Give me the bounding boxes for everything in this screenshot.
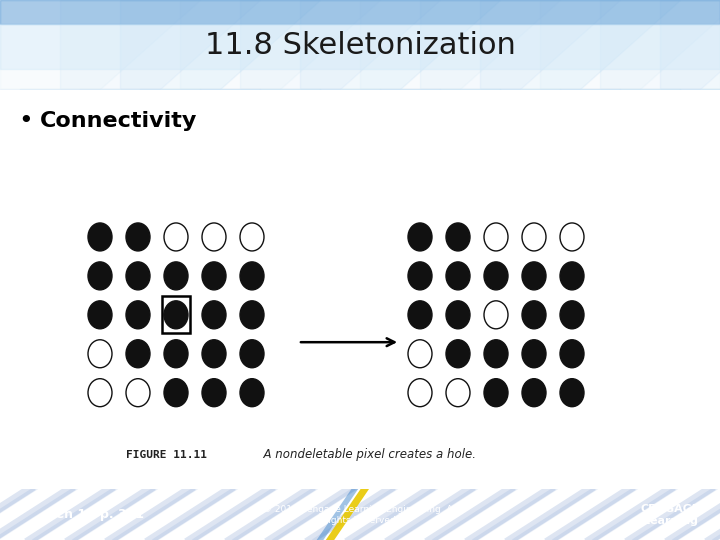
Ellipse shape (522, 340, 546, 368)
Ellipse shape (446, 379, 470, 407)
Ellipse shape (240, 340, 264, 368)
Text: © 2010 Cengage Learning Engineering  All
Rights Reserved.: © 2010 Cengage Learning Engineering All … (263, 505, 457, 524)
Ellipse shape (126, 262, 150, 290)
Ellipse shape (88, 301, 112, 329)
Ellipse shape (164, 379, 188, 407)
Ellipse shape (88, 262, 112, 290)
Ellipse shape (560, 340, 584, 368)
Bar (162, 296, 190, 333)
Text: •: • (18, 109, 32, 133)
Ellipse shape (560, 379, 584, 407)
Ellipse shape (484, 301, 508, 329)
Ellipse shape (202, 262, 226, 290)
Text: Connectivity: Connectivity (40, 111, 197, 131)
Ellipse shape (522, 379, 546, 407)
Ellipse shape (88, 379, 112, 407)
Ellipse shape (126, 223, 150, 251)
Ellipse shape (240, 301, 264, 329)
Ellipse shape (126, 379, 150, 407)
Text: CENGAGE
Learning: CENGAGE Learning (640, 504, 700, 525)
Text: Ch 11-p. 331: Ch 11-p. 331 (55, 508, 144, 521)
Ellipse shape (88, 223, 112, 251)
Ellipse shape (126, 301, 150, 329)
Ellipse shape (202, 301, 226, 329)
Ellipse shape (484, 340, 508, 368)
Ellipse shape (126, 340, 150, 368)
Ellipse shape (446, 262, 470, 290)
Ellipse shape (240, 223, 264, 251)
Ellipse shape (446, 223, 470, 251)
Ellipse shape (522, 223, 546, 251)
Text: FIGURE 11.11: FIGURE 11.11 (126, 450, 207, 460)
Ellipse shape (522, 301, 546, 329)
Ellipse shape (560, 223, 584, 251)
Ellipse shape (164, 340, 188, 368)
Ellipse shape (484, 262, 508, 290)
Ellipse shape (164, 262, 188, 290)
Ellipse shape (408, 379, 432, 407)
Text: 11.8 Skeletonization: 11.8 Skeletonization (204, 31, 516, 59)
Ellipse shape (484, 379, 508, 407)
Ellipse shape (408, 340, 432, 368)
Ellipse shape (164, 301, 188, 329)
Ellipse shape (408, 301, 432, 329)
Ellipse shape (560, 301, 584, 329)
Ellipse shape (446, 340, 470, 368)
Ellipse shape (484, 223, 508, 251)
Ellipse shape (202, 379, 226, 407)
Ellipse shape (202, 340, 226, 368)
Ellipse shape (522, 262, 546, 290)
Ellipse shape (560, 262, 584, 290)
Ellipse shape (164, 223, 188, 251)
Ellipse shape (202, 223, 226, 251)
Ellipse shape (88, 340, 112, 368)
Ellipse shape (408, 223, 432, 251)
Ellipse shape (446, 301, 470, 329)
Ellipse shape (408, 262, 432, 290)
Ellipse shape (240, 262, 264, 290)
Text: 39: 39 (5, 510, 19, 520)
Text: A nondeletable pixel creates a hole.: A nondeletable pixel creates a hole. (256, 448, 476, 461)
Ellipse shape (240, 379, 264, 407)
